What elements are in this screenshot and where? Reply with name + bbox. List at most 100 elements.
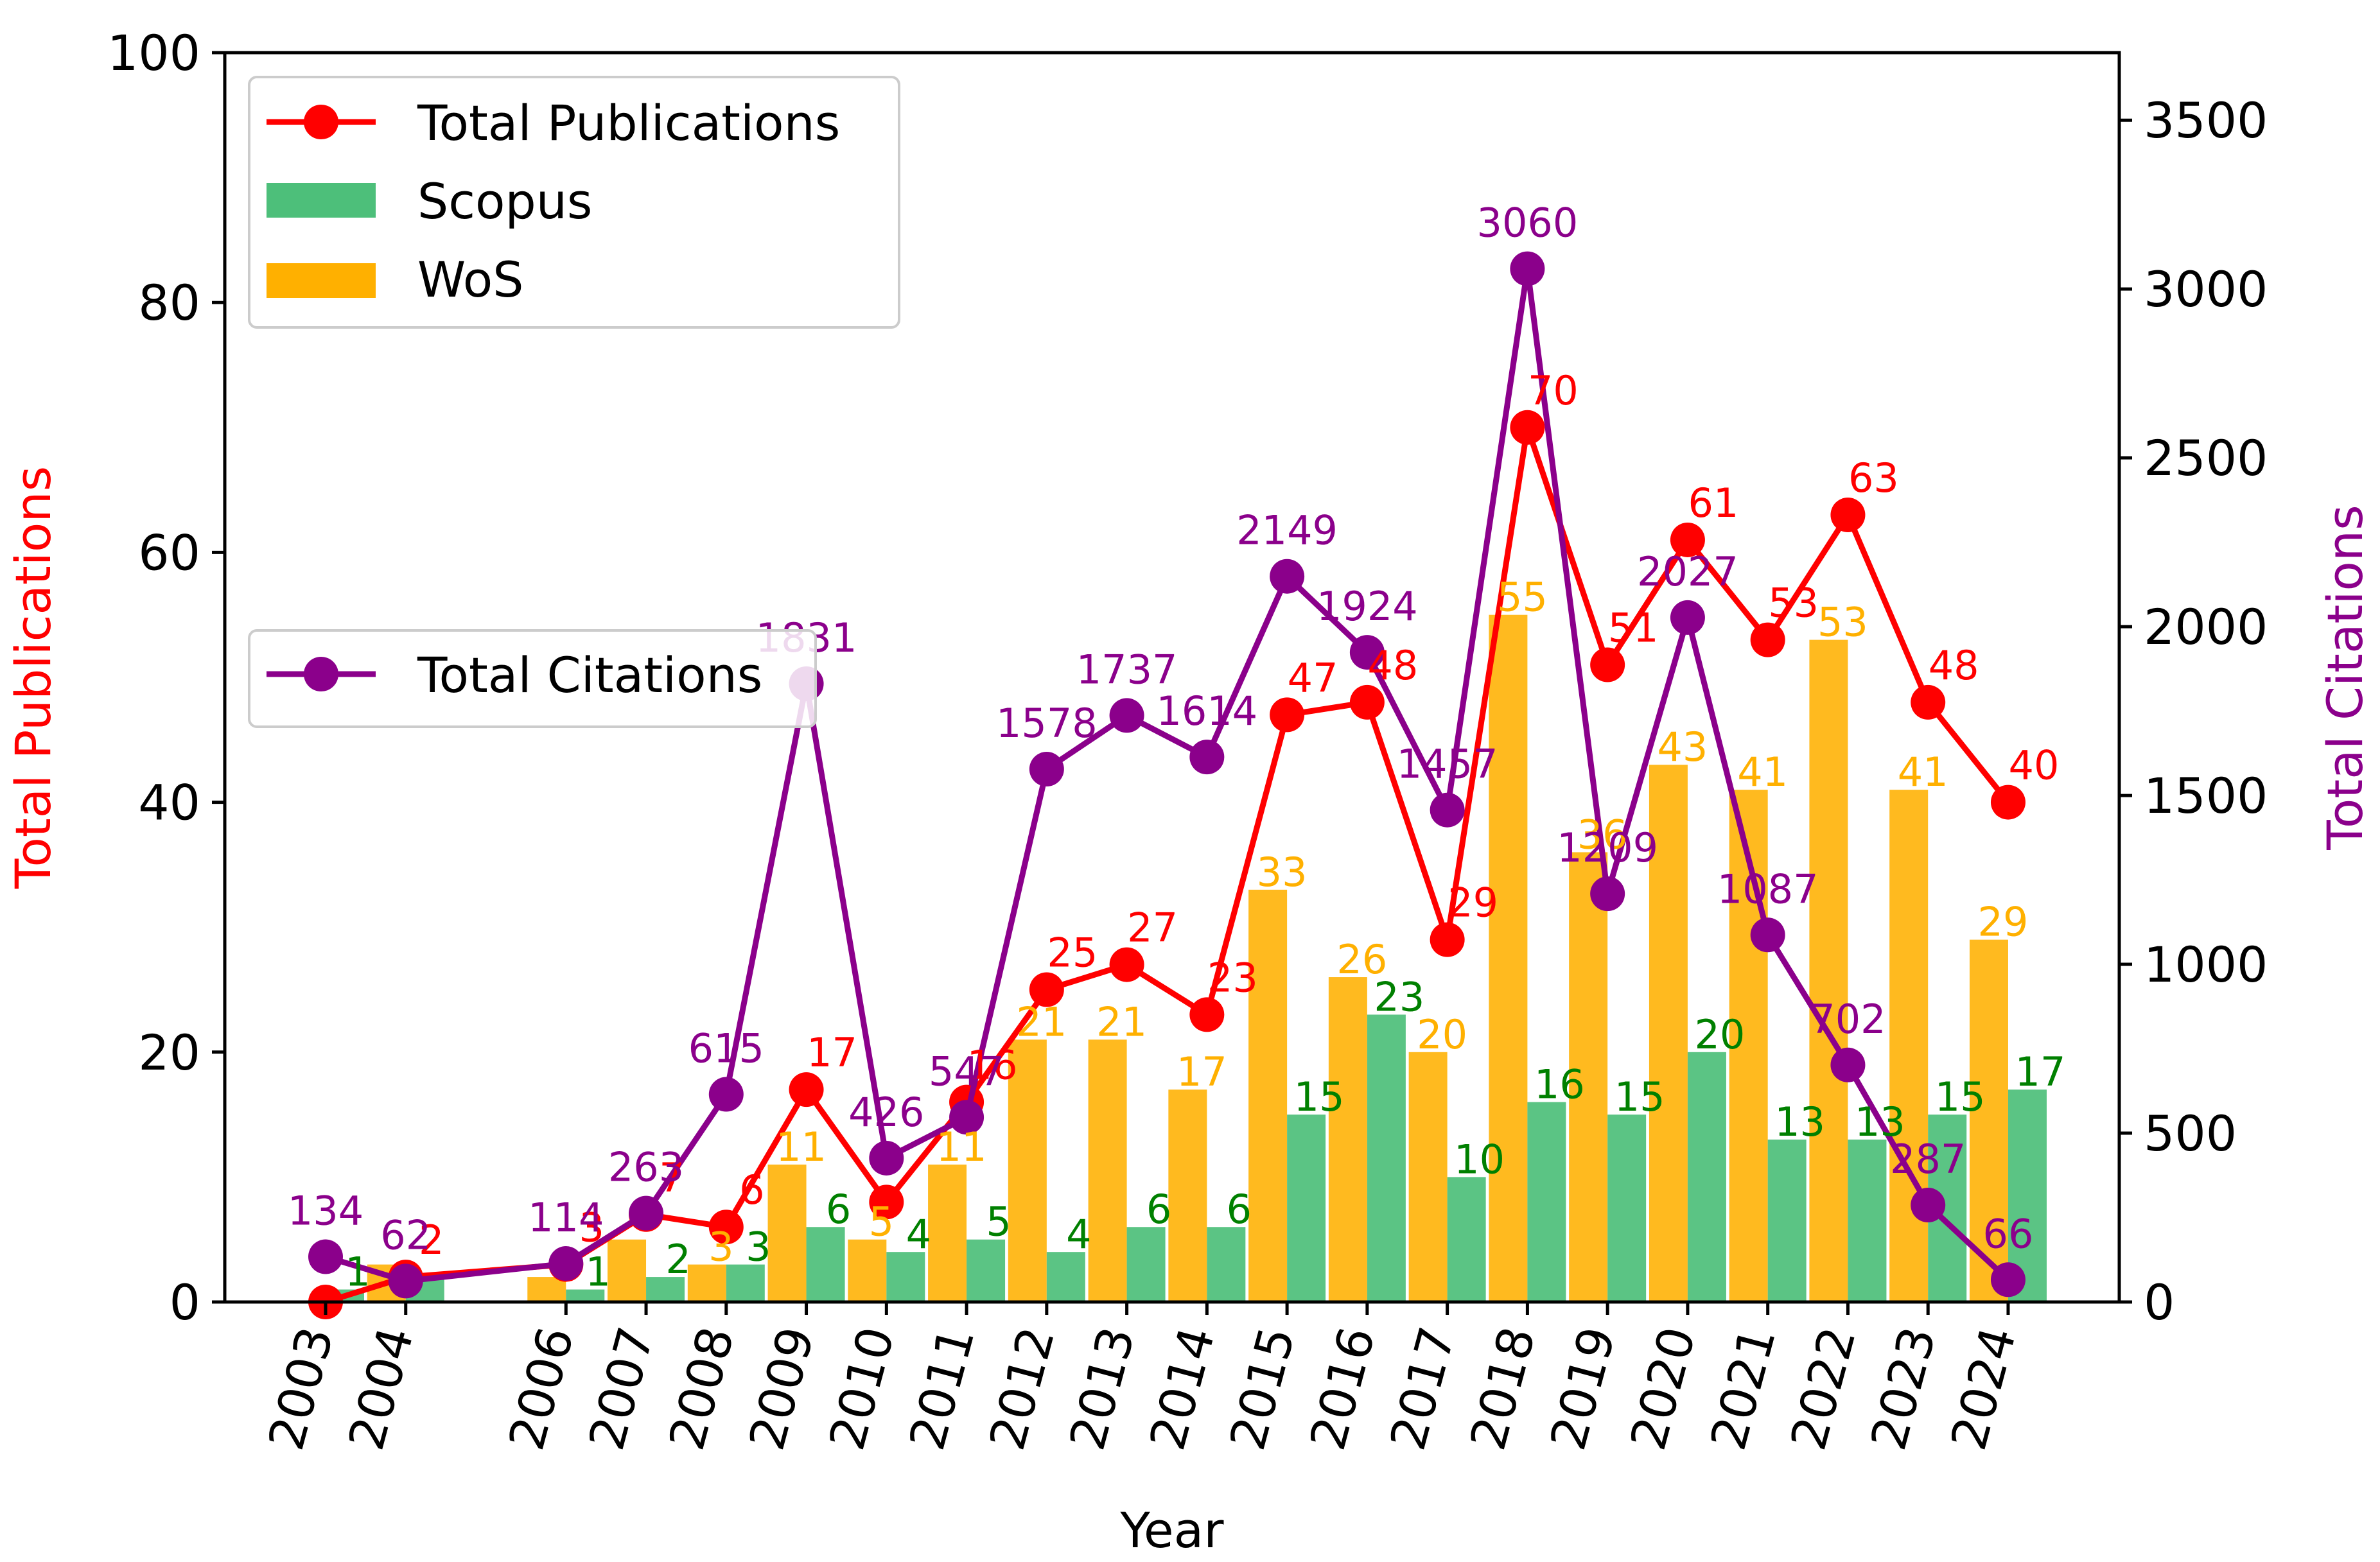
total-citations-point-2020 (1670, 600, 1705, 635)
wos-label-2024: 29 (1978, 899, 2029, 946)
wos-bar-2015 (1248, 889, 1288, 1302)
total-publications-point-2018 (1510, 410, 1545, 445)
total-citations-label-2010: 426 (848, 1089, 924, 1136)
x-tick-label-2012: 2012 (978, 1321, 1065, 1456)
scopus-bars (326, 1014, 2047, 1302)
total-citations-point-2003 (308, 1239, 343, 1274)
total-publications-label-2017: 29 (1448, 880, 1498, 926)
total-citations-label-2016: 1924 (1317, 583, 1418, 630)
scopus-label-2019: 15 (1614, 1073, 1665, 1120)
total-citations-point-2019 (1590, 876, 1625, 912)
x-tick-label-2011: 2011 (898, 1321, 985, 1456)
legend-scopus-label: Scopus (417, 173, 593, 230)
total-citations-label-2007: 263 (608, 1144, 684, 1191)
scopus-label-2016: 23 (1374, 973, 1424, 1020)
scopus-bar-2012 (1046, 1252, 1085, 1302)
total-citations-point-2012 (1029, 752, 1064, 787)
x-tick-label-2019: 2019 (1539, 1321, 1627, 1456)
right-tick-label-2000: 2000 (2144, 598, 2268, 655)
scopus-bar-2010 (886, 1252, 925, 1302)
total-publications-label-2019: 51 (1608, 605, 1659, 652)
wos-label-2022: 53 (1817, 599, 1868, 646)
scopus-bar-2006 (566, 1289, 605, 1302)
wos-label-2021: 41 (1737, 749, 1788, 795)
x-axis-title: Year (1120, 1502, 1225, 1559)
wos-bar-2018 (1489, 614, 1528, 1303)
total-publications-label-2014: 23 (1207, 954, 1258, 1001)
total-citations-point-2011 (949, 1100, 984, 1135)
scopus-bar-2019 (1607, 1115, 1647, 1302)
scopus-label-2008: 3 (746, 1224, 771, 1271)
legend-total-citations-label: Total Citations (417, 646, 762, 704)
total-citations-label-2018: 3060 (1477, 200, 1579, 247)
total-citations-label-2012: 1578 (996, 700, 1098, 747)
total-publications-label-2020: 61 (1688, 480, 1738, 526)
total-citations-label-2017: 1457 (1397, 741, 1498, 788)
x-tick-label-2024: 2024 (1939, 1321, 2027, 1456)
right-tick-label-3500: 3500 (2144, 92, 2268, 149)
legend-lower-box (248, 629, 817, 728)
x-tick-label-2009: 2009 (738, 1321, 825, 1456)
total-citations-line (308, 251, 2026, 1299)
total-citations-label-2003: 134 (288, 1188, 363, 1235)
wos-bar-2009 (767, 1164, 807, 1302)
scopus-label-2009: 6 (826, 1186, 851, 1233)
right-tick-label-1500: 1500 (2144, 767, 2268, 824)
left-tick-label-40: 40 (138, 774, 200, 831)
left-tick-label-0: 0 (170, 1274, 200, 1331)
wos-label-2017: 20 (1417, 1011, 1467, 1058)
total-citations-point-2024 (1990, 1262, 2026, 1297)
wos-label-2008: 3 (708, 1224, 733, 1271)
total-publications-label-2023: 48 (1929, 642, 1979, 689)
total-citations-label-2015: 2149 (1236, 507, 1338, 554)
total-publications-point-2014 (1189, 997, 1225, 1032)
scopus-label-2007: 2 (665, 1236, 690, 1283)
x-tick-label-2023: 2023 (1860, 1321, 1947, 1456)
x-tick-label-2008: 2008 (658, 1321, 745, 1456)
total-citations-label-2023: 287 (1890, 1136, 1966, 1183)
total-publications-label-2016: 48 (1367, 642, 1418, 689)
wos-bar-2006 (527, 1277, 566, 1302)
total-publications-point-2023 (1911, 684, 1946, 720)
wos-bar-2008 (687, 1264, 726, 1302)
total-publications-point-2016 (1349, 684, 1385, 720)
total-publications-point-2020 (1670, 522, 1705, 557)
right-y-axis: 0 500 1000 1500 2000 2500 3000 3500 (2119, 92, 2268, 1331)
x-tick-label-2015: 2015 (1218, 1321, 1306, 1456)
total-publications-label-2024: 40 (2009, 742, 2060, 789)
wos-bar-2019 (1569, 852, 1608, 1302)
total-citations-point-2016 (1349, 635, 1385, 670)
left-tick-label-100: 100 (107, 24, 200, 82)
x-tick-label-2016: 2016 (1299, 1321, 1386, 1456)
legend-upper: Total Publications Scopus WoS (248, 76, 900, 329)
wos-bar-2016 (1328, 977, 1367, 1302)
scopus-bar-2011 (967, 1239, 1006, 1302)
wos-bar-2011 (928, 1164, 967, 1302)
total-publications-point-2012 (1029, 972, 1064, 1007)
total-publications-point-2017 (1430, 922, 1465, 957)
wos-bar-2022 (1809, 639, 1848, 1302)
x-tick-label-2021: 2021 (1699, 1321, 1787, 1456)
total-citations-label-2011: 547 (929, 1048, 1004, 1095)
total-publications-label-2012: 25 (1047, 930, 1098, 976)
total-publications-label-2022: 63 (1848, 455, 1899, 501)
total-publications-label-2011: 16 (967, 1042, 1018, 1089)
scopus-label-2010: 4 (906, 1211, 931, 1258)
scopus-bar-2021 (1767, 1140, 1807, 1302)
total-citations-label-2006: 114 (528, 1194, 604, 1241)
total-citations-point-2022 (1830, 1047, 1866, 1082)
wos-label-2011: 11 (936, 1124, 987, 1170)
total-publications-point-2022 (1830, 498, 1866, 533)
legend-wos-swatch (267, 263, 376, 298)
total-publications-label-2015: 47 (1288, 654, 1338, 701)
wos-label-2023: 41 (1898, 749, 1948, 795)
legend-upper-box (248, 76, 900, 329)
scopus-bar-2008 (726, 1264, 765, 1302)
left-tick-label-20: 20 (138, 1024, 200, 1081)
wos-label-2010: 5 (869, 1199, 894, 1245)
total-publications-point-2010 (869, 1185, 904, 1220)
x-tick-label-2006: 2006 (498, 1321, 585, 1456)
wos-bar-2021 (1729, 790, 1768, 1302)
